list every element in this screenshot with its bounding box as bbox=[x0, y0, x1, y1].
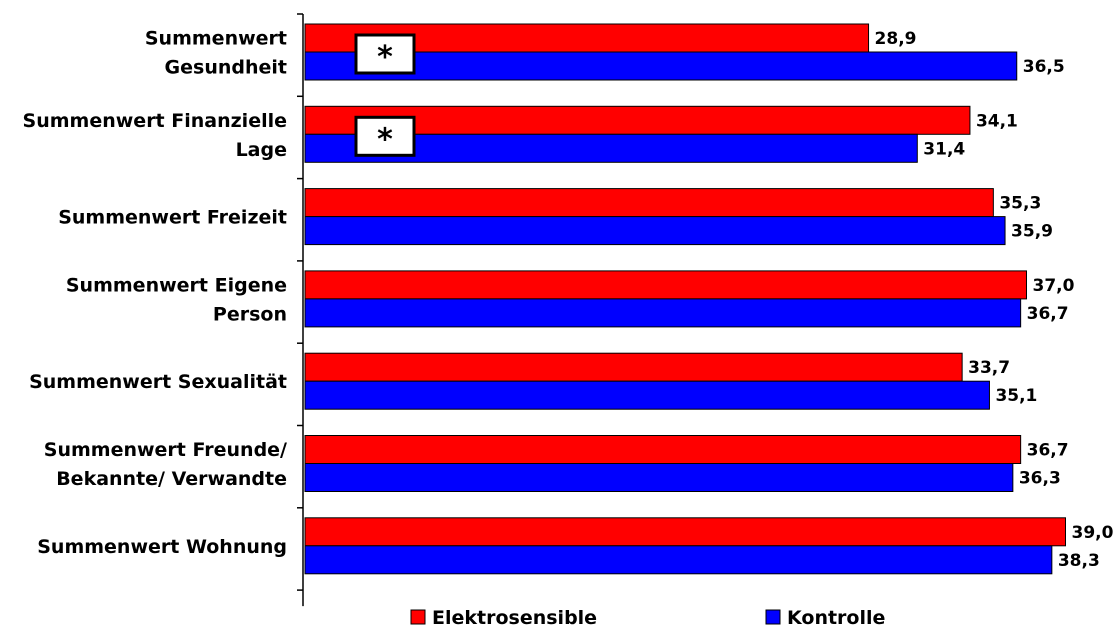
bar-kontrolle-0 bbox=[304, 51, 1018, 81]
value-label: 35,3 bbox=[999, 194, 1041, 214]
category-label: Lage bbox=[236, 139, 287, 161]
significance-box bbox=[354, 115, 416, 157]
value-label: 36,7 bbox=[1027, 304, 1069, 324]
significance-box bbox=[354, 33, 416, 75]
value-label: 36,5 bbox=[1023, 57, 1065, 77]
value-label: 39,0 bbox=[1072, 523, 1114, 543]
bar-elektrosensible-4 bbox=[304, 352, 963, 382]
significance-marker: * bbox=[377, 122, 393, 157]
value-label: 38,3 bbox=[1058, 551, 1100, 571]
bar-kontrolle-3 bbox=[304, 298, 1022, 328]
legend-label-kontrolle: Kontrolle bbox=[787, 607, 885, 629]
value-label: 31,4 bbox=[923, 139, 965, 159]
category-label: Gesundheit bbox=[165, 57, 287, 79]
legend-swatch-kontrolle bbox=[765, 609, 781, 625]
bar-kontrolle-2 bbox=[304, 216, 1006, 246]
value-label: 34,1 bbox=[976, 111, 1018, 131]
category-label: Summenwert Sexualität bbox=[29, 371, 287, 393]
value-label: 28,9 bbox=[875, 29, 917, 49]
bar-kontrolle-4 bbox=[304, 380, 990, 410]
category-label: Person bbox=[213, 303, 287, 325]
bar-kontrolle-6 bbox=[304, 545, 1053, 575]
category-label: Summenwert Freunde/ bbox=[44, 439, 287, 461]
bar-elektrosensible-6 bbox=[304, 517, 1066, 547]
category-label: Summenwert bbox=[145, 28, 287, 50]
value-label: 36,7 bbox=[1027, 441, 1069, 461]
bar-elektrosensible-5 bbox=[304, 435, 1022, 464]
bar-kontrolle-5 bbox=[304, 463, 1014, 492]
value-label: 35,9 bbox=[1011, 222, 1053, 242]
category-label: Summenwert Freizeit bbox=[58, 207, 287, 229]
value-label: 37,0 bbox=[1033, 276, 1075, 296]
legend-label-elektrosensible: Elektrosensible bbox=[432, 607, 597, 629]
value-label: 36,3 bbox=[1019, 469, 1061, 489]
bar-elektrosensible-1 bbox=[304, 105, 971, 135]
bar-elektrosensible-3 bbox=[304, 270, 1027, 300]
bar-elektrosensible-2 bbox=[304, 188, 994, 218]
category-label: Bekannte/ Verwandte bbox=[56, 468, 287, 490]
category-label: Summenwert Eigene bbox=[66, 274, 287, 296]
category-label: Summenwert Wohnung bbox=[37, 536, 287, 558]
category-label: Summenwert Finanzielle bbox=[23, 110, 287, 132]
value-label: 35,1 bbox=[995, 386, 1037, 406]
legend-swatch-elektrosensible bbox=[410, 609, 426, 625]
value-label: 33,7 bbox=[968, 358, 1010, 378]
significance-marker: * bbox=[377, 40, 393, 75]
